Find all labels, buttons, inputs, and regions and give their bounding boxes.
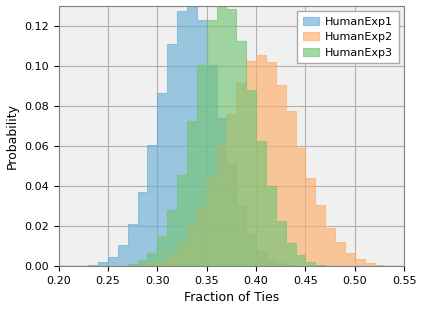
X-axis label: Fraction of Ties: Fraction of Ties — [184, 291, 279, 304]
Polygon shape — [59, 55, 404, 266]
Legend: HumanExp1, HumanExp2, HumanExp3: HumanExp1, HumanExp2, HumanExp3 — [297, 11, 398, 63]
Polygon shape — [59, 3, 404, 266]
Y-axis label: Probability: Probability — [5, 103, 19, 169]
Polygon shape — [59, 2, 404, 266]
